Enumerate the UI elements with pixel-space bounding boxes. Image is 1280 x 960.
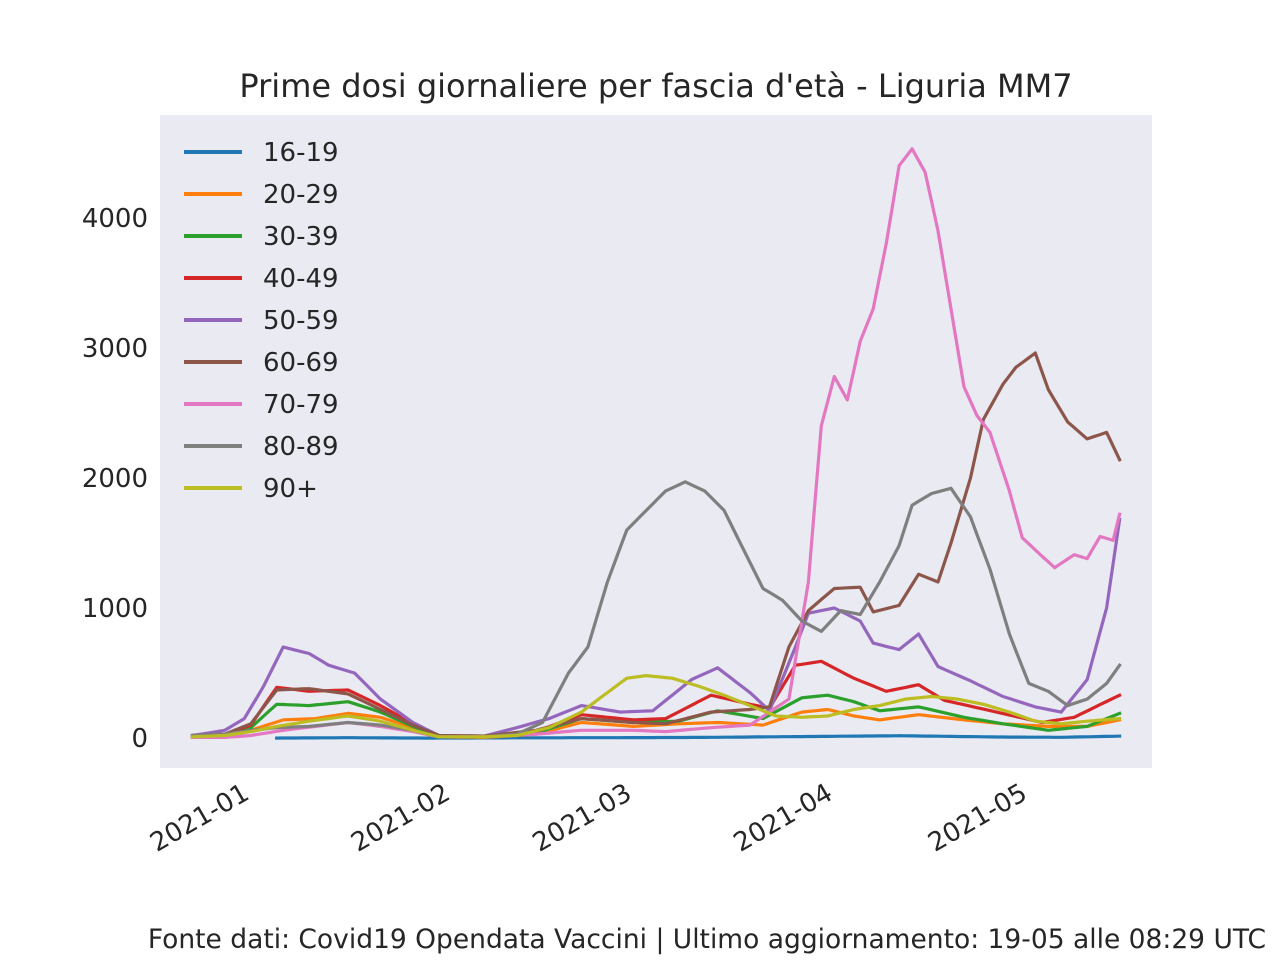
source-footer: Fonte dati: Covid19 Opendata Vaccini | U… — [147, 924, 1266, 955]
y-tick-label: 0 — [131, 724, 148, 754]
series-lines — [190, 147, 1122, 740]
x-tick-label: 2021-01 — [145, 778, 254, 858]
legend-label-60-69: 60-69 — [263, 348, 339, 378]
y-tick-label: 2000 — [82, 464, 148, 494]
series-line-16-19 — [275, 734, 1122, 740]
series-line-50-59 — [190, 517, 1122, 738]
legend-label-20-29: 20-29 — [263, 180, 339, 210]
legend-label-30-39: 30-39 — [263, 222, 339, 252]
series-line-80-89 — [190, 480, 1122, 739]
plot-area — [160, 115, 1152, 768]
x-tick-label: 2021-04 — [729, 778, 838, 858]
legend-label-50-59: 50-59 — [263, 306, 339, 336]
series-line-60-69 — [190, 351, 1122, 738]
series-line-20-29 — [190, 707, 1122, 740]
series-line-90plus — [190, 673, 1122, 739]
x-axis: 2021-01 2021-02 2021-03 2021-04 2021-05 — [145, 778, 1032, 858]
legend: 16-19 20-29 30-39 40-49 50-59 60-69 70-79 80-89… — [184, 138, 339, 504]
legend-label-80-89: 80-89 — [263, 432, 339, 462]
x-tick-label: 2021-02 — [346, 778, 455, 858]
y-axis: 0 1000 2000 3000 4000 — [82, 204, 148, 754]
x-tick-label: 2021-05 — [923, 778, 1032, 858]
y-tick-label: 3000 — [82, 334, 148, 364]
legend-label-70-79: 70-79 — [263, 390, 339, 420]
chart-title: Prime dosi giornaliere per fascia d'età … — [239, 67, 1073, 105]
series-line-40-49 — [190, 659, 1122, 739]
legend-label-90plus: 90+ — [263, 474, 318, 504]
legend-label-16-19: 16-19 — [263, 138, 339, 168]
x-tick-label: 2021-03 — [528, 778, 637, 858]
legend-label-40-49: 40-49 — [263, 264, 339, 294]
y-tick-label: 1000 — [82, 594, 148, 624]
y-tick-label: 4000 — [82, 204, 148, 234]
